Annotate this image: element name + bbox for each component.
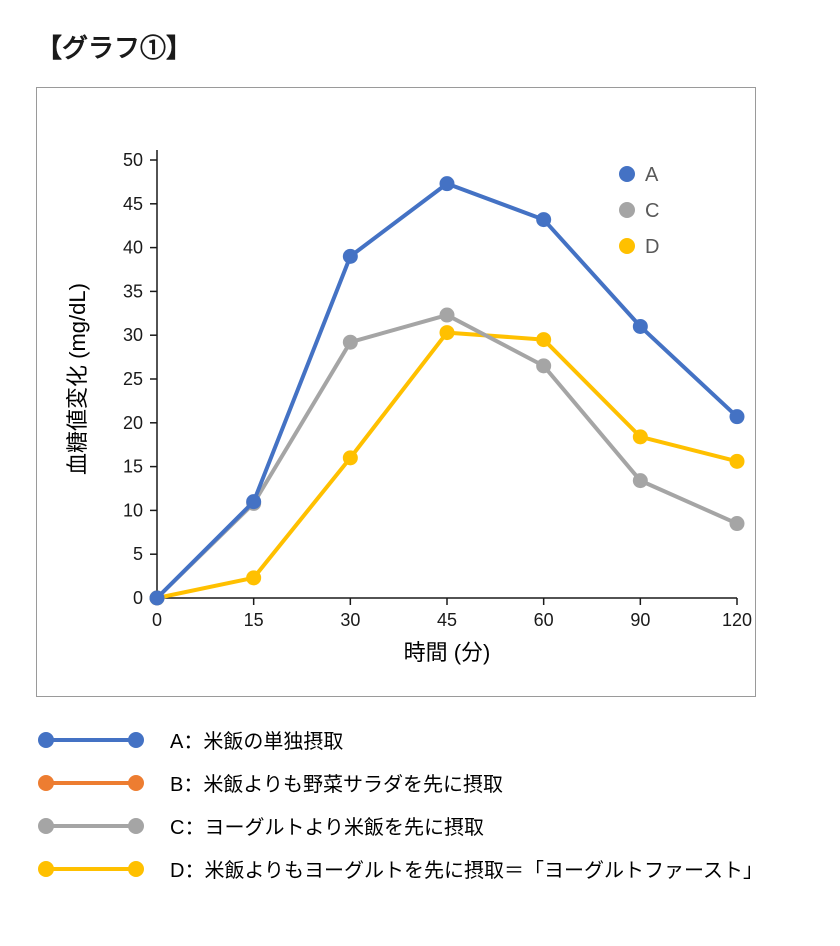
svg-text:40: 40 (123, 238, 143, 258)
svg-text:45: 45 (437, 610, 457, 630)
page-title: 【グラフ①】 (36, 28, 812, 65)
series-marker-A (440, 176, 455, 191)
series-line-D (157, 333, 737, 598)
legend-text-C: C：ヨーグルトより米飯を先に摂取 (170, 811, 484, 840)
svg-text:0: 0 (152, 610, 162, 630)
legend-swatch-B (36, 772, 146, 794)
chart-frame: 0 5 10 15 20 25 30 35 40 45 50 0 15 30 45 60 90 120 時間 (分)… (36, 87, 756, 697)
series-marker-A (536, 212, 551, 227)
svg-text:5: 5 (133, 544, 143, 564)
legend-swatch-A (36, 729, 146, 751)
svg-text:15: 15 (244, 610, 264, 630)
series-marker-C (633, 473, 648, 488)
legend-swatch-D (36, 858, 146, 880)
legend-row-A: A：米飯の単独摂取 (36, 725, 812, 754)
series-marker-A (730, 409, 745, 424)
series-marker-D (440, 325, 455, 340)
legend-marker-A (619, 166, 635, 182)
series-marker-C (440, 308, 455, 323)
series-marker-A (633, 319, 648, 334)
legend-label-C: C (645, 200, 659, 222)
legend-text-D: D：米飯よりもヨーグルトを先に摂取＝「ヨーグルトファースト」 (170, 854, 763, 883)
series-marker-D (246, 570, 261, 585)
legend-block: A：米飯の単独摂取 B：米飯よりも野菜サラダを先に摂取 C：ヨーグルトより米飯を先に… (36, 725, 812, 883)
legend-row-D: D：米飯よりもヨーグルトを先に摂取＝「ヨーグルトファースト」 (36, 854, 812, 883)
blood-glucose-chart: 0 5 10 15 20 25 30 35 40 45 50 0 15 30 45 60 90 120 時間 (分)… (37, 88, 755, 696)
page: 【グラフ①】 0 5 10 15 20 25 30 35 40 45 50 0 15 30 45 60 90 12… (0, 0, 840, 946)
svg-text:45: 45 (123, 194, 143, 214)
series-marker-A (246, 494, 261, 509)
series-line-C (157, 315, 737, 598)
svg-text:120: 120 (722, 610, 752, 630)
series-marker-A (343, 249, 358, 264)
legend-swatch-C (36, 815, 146, 837)
svg-text:30: 30 (123, 325, 143, 345)
svg-text:10: 10 (123, 500, 143, 520)
legend-marker-D (619, 238, 635, 254)
legend-text-A: A：米飯の単独摂取 (170, 725, 343, 754)
series-marker-D (730, 454, 745, 469)
legend-text-B: B：米飯よりも野菜サラダを先に摂取 (170, 768, 503, 797)
legend-marker-C (619, 202, 635, 218)
svg-text:0: 0 (133, 588, 143, 608)
series-marker-D (536, 332, 551, 347)
svg-text:35: 35 (123, 281, 143, 301)
legend-row-C: C：ヨーグルトより米飯を先に摂取 (36, 811, 812, 840)
legend-label-A: A (645, 164, 659, 186)
svg-text:20: 20 (123, 413, 143, 433)
svg-text:30: 30 (340, 610, 360, 630)
series-marker-C (730, 516, 745, 531)
svg-text:時間 (分): 時間 (分) (404, 640, 491, 665)
svg-text:60: 60 (534, 610, 554, 630)
series-marker-C (536, 358, 551, 373)
series-marker-C (343, 335, 358, 350)
svg-text:25: 25 (123, 369, 143, 389)
svg-text:血糖値変化 (mg/dL): 血糖値変化 (mg/dL) (65, 283, 90, 475)
svg-text:50: 50 (123, 150, 143, 170)
svg-text:90: 90 (630, 610, 650, 630)
legend-label-D: D (645, 236, 659, 258)
series-marker-D (343, 450, 358, 465)
legend-row-B: B：米飯よりも野菜サラダを先に摂取 (36, 768, 812, 797)
svg-text:15: 15 (123, 457, 143, 477)
series-marker-A (150, 591, 165, 606)
series-marker-D (633, 429, 648, 444)
